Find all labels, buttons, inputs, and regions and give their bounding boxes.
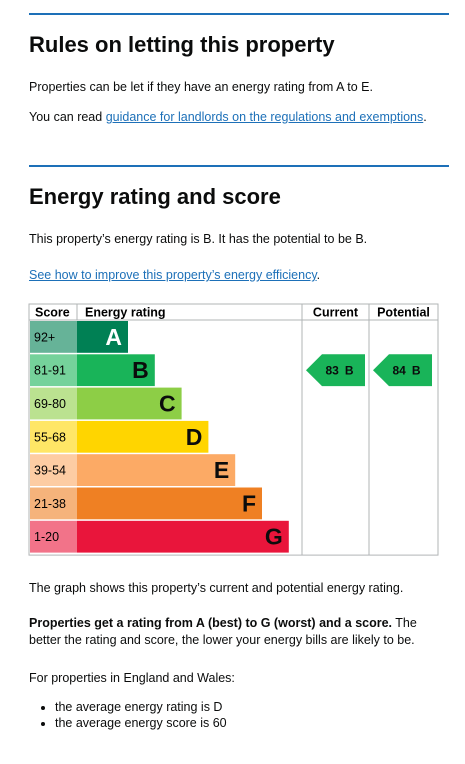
rating-band bbox=[77, 520, 289, 553]
rating-label: 83 B bbox=[325, 364, 353, 378]
paragraph: For properties in England and Wales: bbox=[29, 671, 235, 685]
score-range: 1-20 bbox=[34, 530, 59, 544]
rating-band bbox=[77, 420, 209, 453]
paragraph: Properties get a rating from A (best) to… bbox=[29, 615, 449, 649]
rating-band bbox=[77, 387, 182, 420]
paragraph: This property’s energy rating is B. It h… bbox=[29, 232, 368, 246]
rating-arrow bbox=[373, 354, 432, 387]
paragraph: See how to improve this property’s energ… bbox=[29, 267, 449, 284]
rating-score: 83 bbox=[325, 364, 339, 378]
rating-letter: B bbox=[132, 357, 149, 383]
energy-rating-graph: Score Energy rating Current Potential 92+ A 81… bbox=[28, 303, 439, 556]
score-range: 69-80 bbox=[34, 397, 66, 411]
rating-band bbox=[77, 454, 236, 486]
score-cell bbox=[30, 454, 77, 486]
section-rule bbox=[29, 165, 449, 167]
rating-letter: A bbox=[105, 324, 122, 350]
rating-letter: B bbox=[412, 364, 421, 378]
text: The better the rating and score, the low… bbox=[29, 616, 417, 647]
list-item: the average energy rating is D bbox=[55, 699, 449, 715]
heading: Rules on letting this property bbox=[29, 32, 335, 57]
text: . bbox=[423, 110, 427, 124]
score-cell bbox=[30, 321, 77, 353]
link[interactable]: See how to improve this property’s energ… bbox=[29, 268, 317, 282]
score-range: 81-91 bbox=[34, 364, 66, 378]
score-cell bbox=[30, 420, 77, 453]
rating-letter: C bbox=[159, 391, 176, 417]
text: . bbox=[316, 268, 321, 282]
text: You can read bbox=[29, 110, 106, 124]
score-range: 39-54 bbox=[34, 464, 66, 478]
rating-letter: B bbox=[345, 364, 354, 378]
list-item: the average energy score is 60 bbox=[55, 715, 449, 731]
section-rule bbox=[29, 13, 449, 15]
paragraph: Properties can be let if they have an en… bbox=[29, 80, 373, 94]
rating-letter: F bbox=[242, 490, 256, 516]
bold-text: Properties get a rating from A (best) to… bbox=[29, 616, 393, 630]
paragraph: The graph shows this property’s current … bbox=[29, 581, 404, 595]
score-range: 92+ bbox=[34, 330, 55, 344]
rating-band bbox=[77, 354, 155, 387]
average-list: the average energy rating is D the avera… bbox=[29, 699, 449, 731]
score-cell bbox=[30, 354, 77, 387]
heading: Energy rating and score bbox=[29, 184, 281, 209]
score-range: 21-38 bbox=[34, 497, 66, 511]
column-header: Score bbox=[35, 306, 70, 320]
rating-letter: G bbox=[265, 524, 283, 550]
link[interactable]: guidance for landlords on the regulation… bbox=[105, 110, 424, 124]
graph-frame bbox=[28, 303, 439, 556]
score-cell bbox=[30, 487, 77, 520]
column-header: Potential bbox=[377, 306, 430, 320]
paragraph: You can read guidance for landlords on t… bbox=[29, 109, 449, 126]
rating-score: 84 bbox=[392, 364, 406, 378]
column-header: Energy rating bbox=[85, 306, 166, 320]
rating-label: 84 B bbox=[392, 364, 420, 378]
column-header: Current bbox=[313, 306, 359, 320]
rating-band bbox=[77, 487, 262, 520]
rating-band bbox=[77, 321, 128, 353]
score-range: 55-68 bbox=[34, 430, 66, 444]
score-cell bbox=[30, 520, 77, 553]
rating-letter: E bbox=[214, 457, 229, 483]
score-cell bbox=[30, 387, 77, 420]
rating-letter: D bbox=[186, 424, 203, 450]
rating-arrow bbox=[306, 354, 365, 387]
